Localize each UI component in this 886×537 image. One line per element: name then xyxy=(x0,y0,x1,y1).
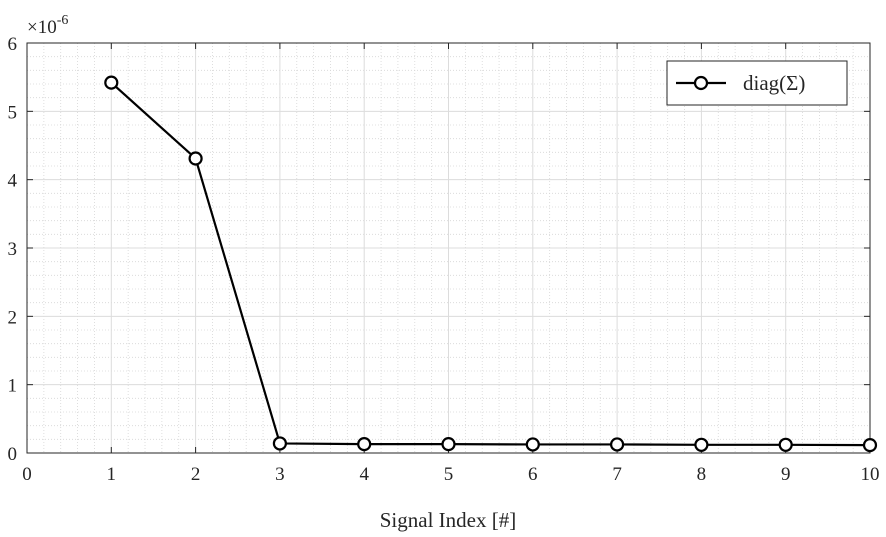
x-tick-label: 7 xyxy=(612,464,622,485)
legend: diag(Σ) xyxy=(666,60,848,106)
series-line xyxy=(110,81,871,447)
data-point-marker xyxy=(357,437,372,452)
x-tick-label: 1 xyxy=(107,464,117,485)
x-tick-labels: 0 1 2 3 4 5 6 7 8 9 10 xyxy=(22,464,879,485)
y-exponent-label: ×10-6 xyxy=(27,13,68,38)
data-point-marker xyxy=(272,436,287,451)
series-layer xyxy=(104,75,878,453)
x-tick-label: 9 xyxy=(781,464,791,485)
y-tick-label: 1 xyxy=(8,376,18,397)
data-point-marker xyxy=(862,438,878,453)
y-tick-label: 2 xyxy=(8,307,18,328)
data-point-marker xyxy=(525,437,540,452)
x-tick-label: 0 xyxy=(22,464,32,485)
data-point-marker xyxy=(778,437,793,452)
y-tick-label: 5 xyxy=(8,102,18,123)
y-tick-label: 4 xyxy=(8,171,18,192)
x-tick-label: 2 xyxy=(191,464,201,485)
x-tick-label: 5 xyxy=(444,464,454,485)
data-point-marker xyxy=(609,437,625,452)
y-tick-label: 3 xyxy=(8,239,18,260)
x-tick-label: 10 xyxy=(861,464,880,485)
x-axis-label: Signal Index [#] xyxy=(380,508,516,532)
y-tick-label: 6 xyxy=(8,34,18,55)
data-point-marker xyxy=(104,75,119,90)
y-tick-labels: 0 1 2 3 4 5 6 xyxy=(8,34,18,465)
x-tick-label: 6 xyxy=(528,464,538,485)
x-tick-label: 8 xyxy=(697,464,707,485)
data-point-marker xyxy=(188,151,203,166)
legend-marker-sample xyxy=(693,75,709,91)
y-tick-label: 0 xyxy=(8,444,18,465)
legend-entry-label: diag(Σ) xyxy=(743,71,805,95)
data-point-marker xyxy=(441,437,456,452)
x-tick-label: 3 xyxy=(275,464,285,485)
data-point-marker xyxy=(694,437,709,452)
x-tick-label: 4 xyxy=(359,464,369,485)
